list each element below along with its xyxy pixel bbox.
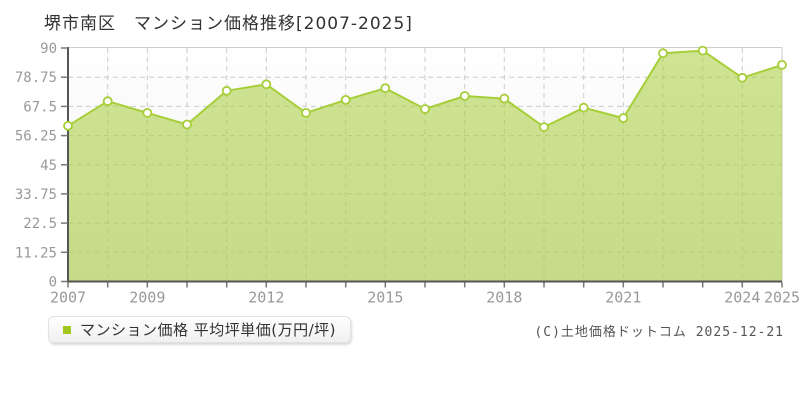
page-title: 堺市南区 マンション価格推移[2007-2025] <box>44 14 413 34</box>
x-axis-label: 2025 <box>764 289 800 307</box>
data-point-marker <box>340 95 351 105</box>
data-point-marker <box>63 120 73 131</box>
data-point-marker <box>539 122 549 132</box>
legend-label: マンション価格 平均坪単価(万円/坪) <box>80 321 337 339</box>
x-axis-ticks <box>67 282 783 288</box>
data-point-marker <box>697 45 708 56</box>
y-axis-label: 33.75 <box>15 187 57 203</box>
x-axis-label: 2015 <box>367 289 403 307</box>
y-axis-label: 67.5 <box>23 99 57 115</box>
y-axis-label: 22.5 <box>23 216 57 232</box>
data-point-marker <box>182 119 192 130</box>
data-point-markers <box>63 45 787 132</box>
x-axis-label: 2007 <box>50 289 86 307</box>
data-point-marker <box>301 108 311 118</box>
data-point-marker <box>380 83 391 94</box>
x-axis-label: 2009 <box>129 289 165 307</box>
data-point-marker <box>221 85 232 96</box>
data-point-marker <box>777 60 787 70</box>
data-point-marker <box>102 96 113 107</box>
y-axis-label: 78.75 <box>15 70 57 86</box>
data-point-marker <box>578 102 589 113</box>
data-point-marker <box>420 104 430 114</box>
data-point-marker <box>459 91 470 101</box>
data-point-marker <box>618 113 629 123</box>
y-axis-label: 45 <box>40 158 57 174</box>
y-axis-labels: 0 11.25 22.5 33.75 45 56.25 67.5 78.75 90 <box>15 41 57 291</box>
x-axis-label: 2018 <box>486 289 522 307</box>
legend: マンション価格 平均坪単価(万円/坪) <box>48 316 352 343</box>
data-point-marker <box>261 79 272 90</box>
x-axis-label: 2024 <box>724 289 760 307</box>
x-axis-label: 2021 <box>605 289 641 307</box>
y-axis-ticks <box>61 47 68 283</box>
price-area-fill <box>68 50 782 282</box>
y-axis-label: 90 <box>40 41 57 57</box>
x-axis-label: 2012 <box>248 289 284 307</box>
y-axis-label: 11.25 <box>15 245 57 261</box>
data-point-marker <box>499 93 510 104</box>
y-axis-label: 0 <box>49 275 57 291</box>
data-point-marker <box>142 108 153 118</box>
data-point-marker <box>658 48 668 59</box>
legend-marker-icon <box>63 325 71 334</box>
data-point-marker <box>737 72 748 83</box>
y-axis-label: 56.25 <box>15 129 57 145</box>
copyright-text: (C)土地価格ドットコム 2025-12-21 <box>534 325 784 340</box>
x-axis-labels: 2007 2009 2012 2015 2018 2021 2024 2025 <box>50 289 800 307</box>
